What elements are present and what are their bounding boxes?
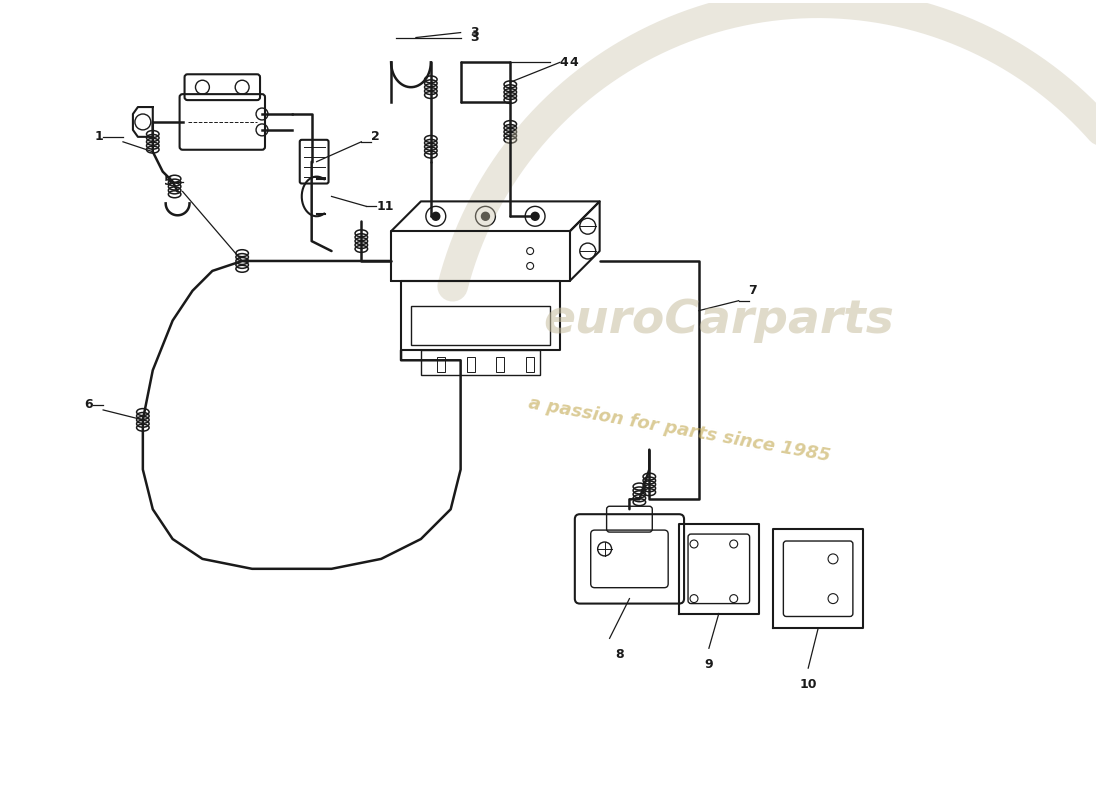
Text: 6: 6	[85, 398, 94, 411]
Text: 7: 7	[749, 284, 758, 298]
Text: euroCarparts: euroCarparts	[543, 298, 894, 343]
Text: a passion for parts since 1985: a passion for parts since 1985	[527, 394, 832, 466]
Text: 3: 3	[471, 26, 480, 39]
Bar	[496, 358, 504, 372]
Text: 8: 8	[615, 648, 624, 662]
Bar	[421, 350, 540, 375]
Text: 2: 2	[372, 130, 379, 143]
Text: 5: 5	[164, 175, 173, 188]
Text: 4: 4	[560, 56, 569, 69]
Bar	[411, 306, 550, 346]
Circle shape	[531, 212, 539, 220]
Circle shape	[432, 212, 440, 220]
Bar	[526, 358, 535, 372]
Circle shape	[482, 212, 490, 220]
Text: 1: 1	[95, 130, 103, 143]
Text: 9: 9	[705, 658, 713, 671]
Text: 10: 10	[800, 678, 817, 691]
Bar	[437, 358, 444, 372]
Text: 4: 4	[570, 56, 579, 69]
Text: 3: 3	[471, 31, 480, 44]
Text: 11: 11	[376, 200, 394, 213]
Bar	[466, 358, 474, 372]
